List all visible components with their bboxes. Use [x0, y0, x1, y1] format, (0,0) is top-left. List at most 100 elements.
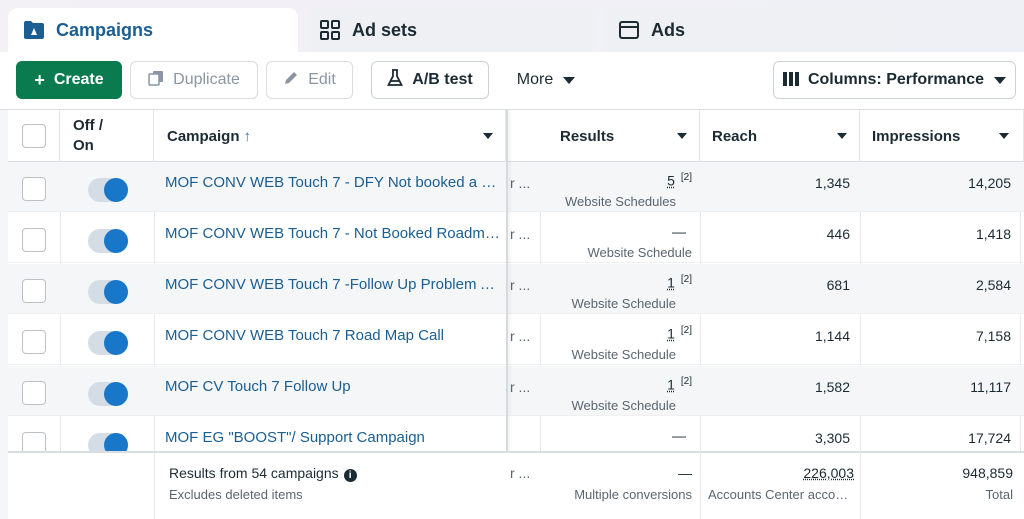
column-divider: [1020, 110, 1021, 519]
columns-icon: [782, 70, 799, 91]
results-type: Website Schedule: [571, 347, 676, 362]
more-label: More: [516, 71, 554, 88]
campaign-folder-icon: [22, 18, 46, 42]
row-checkbox[interactable]: [22, 279, 46, 303]
results-number[interactable]: 5: [667, 172, 675, 189]
summary-impressions: 948,859: [962, 465, 1013, 481]
results-number[interactable]: 1: [667, 274, 675, 291]
tab-campaigns-label: Campaigns: [56, 19, 154, 40]
results-ref: [2]: [680, 274, 692, 285]
create-button[interactable]: + Create: [16, 61, 122, 99]
toggle-knob: [104, 382, 128, 406]
campaign-name-link[interactable]: MOF CV Touch 7 Follow Up: [165, 378, 351, 395]
header-impressions[interactable]: Impressions: [860, 110, 1024, 162]
table-row[interactable]: MOF CV Touch 7 Follow Up r ... 1 [2] Webs…: [8, 366, 1024, 416]
results-value: —: [542, 427, 692, 444]
reach-value: 1,582: [814, 379, 850, 395]
tab-ad-sets-label: Ad sets: [352, 19, 418, 40]
truncated-cell: r ...: [510, 277, 531, 293]
campaign-toggle[interactable]: [88, 280, 128, 304]
header-results[interactable]: Results: [540, 110, 700, 162]
campaign-toggle[interactable]: [88, 382, 128, 406]
table-row[interactable]: MOF CONV WEB Touch 7 -Follow Up Problem …: [8, 264, 1024, 314]
row-checkbox[interactable]: [22, 228, 46, 252]
row-checkbox[interactable]: [22, 330, 46, 354]
campaign-name-link[interactable]: MOF CONV WEB Touch 7 - DFY Not booked a …: [165, 174, 500, 191]
ab-test-button[interactable]: A/B test: [371, 61, 489, 99]
column-divider: [700, 453, 701, 519]
more-button[interactable]: More: [500, 61, 592, 99]
results-type: Website Schedule: [587, 245, 692, 260]
impressions-value: 7,158: [975, 328, 1011, 344]
results-value: 1 [2]: [542, 274, 692, 291]
results-number[interactable]: 1: [667, 376, 675, 393]
truncated-cell: r ...: [510, 465, 531, 481]
edit-button[interactable]: Edit: [266, 61, 353, 99]
reach-value: 3,305: [814, 430, 850, 446]
header-campaign[interactable]: Campaign ↑: [154, 110, 506, 162]
table-header: Off / On Campaign ↑ Results Reach Impres…: [8, 110, 1024, 162]
row-checkbox[interactable]: [22, 381, 46, 405]
tab-ads[interactable]: Ads: [603, 8, 893, 52]
tab-ad-sets[interactable]: Ad sets: [306, 8, 595, 52]
column-divider: [60, 110, 61, 519]
create-label: Create: [53, 71, 104, 88]
chevron-down-icon[interactable]: [999, 133, 1009, 139]
table-row[interactable]: MOF CONV WEB Touch 7 Road Map Call r ...…: [8, 315, 1024, 365]
column-divider: [860, 453, 861, 519]
truncated-cell: r ...: [510, 175, 531, 191]
summary-title: Results from 54 campaigns i: [169, 465, 357, 482]
impressions-value: 1,418: [975, 226, 1011, 242]
chevron-down-icon[interactable]: [483, 133, 493, 139]
impressions-value: 14,205: [968, 175, 1011, 191]
campaign-toggle[interactable]: [88, 229, 128, 253]
table-row[interactable]: MOF CONV WEB Touch 7 - DFY Not booked a …: [8, 162, 1024, 212]
chevron-down-icon[interactable]: [677, 133, 687, 139]
results-type: Website Schedules: [564, 194, 676, 209]
results-ref: [2]: [680, 172, 692, 183]
header-reach[interactable]: Reach: [700, 110, 860, 162]
duplicate-button[interactable]: Duplicate: [130, 61, 258, 99]
toolbar: + Create Duplicate Edit A/B test More Co…: [0, 52, 1024, 110]
info-icon[interactable]: i: [343, 469, 357, 482]
header-results-label: Results: [560, 127, 615, 145]
header-reach-label: Reach: [712, 127, 758, 145]
sort-ascending-icon: ↑: [243, 127, 252, 145]
chevron-down-icon: [563, 76, 576, 84]
tab-campaigns[interactable]: Campaigns: [8, 8, 298, 52]
select-all-checkbox[interactable]: [21, 124, 46, 148]
header-off-on[interactable]: Off / On: [60, 110, 154, 162]
campaign-name-link[interactable]: MOF CONV WEB Touch 7 - Not Booked Roadma…: [165, 225, 500, 242]
campaign-name-link[interactable]: MOF EG "BOOST"/ Support Campaign: [165, 429, 425, 446]
results-number[interactable]: 1: [667, 325, 675, 342]
pencil-icon: [283, 70, 299, 91]
column-divider: [860, 110, 861, 519]
campaign-name-link[interactable]: MOF CONV WEB Touch 7 -Follow Up Problem …: [165, 276, 500, 293]
summary-impressions-type: Total: [985, 487, 1013, 502]
summary-label: Results from 54 campaigns: [169, 465, 339, 481]
chevron-down-icon[interactable]: [837, 133, 847, 139]
results-ref: [2]: [680, 376, 692, 387]
reach-value: 1,144: [814, 328, 850, 344]
edit-label: Edit: [308, 71, 336, 88]
plus-icon: +: [34, 69, 45, 90]
table-row[interactable]: MOF CONV WEB Touch 7 - Not Booked Roadma…: [8, 213, 1024, 263]
toggle-knob: [104, 331, 128, 355]
impressions-value: 17,724: [968, 430, 1011, 446]
reach-value: 446: [826, 226, 850, 242]
results-number: —: [672, 427, 686, 444]
campaign-name-link[interactable]: MOF CONV WEB Touch 7 Road Map Call: [165, 327, 444, 344]
truncated-cell: r ...: [510, 379, 531, 395]
chevron-down-icon: [994, 76, 1007, 84]
top-tab-bar: Campaigns Ad sets Ads: [0, 0, 1024, 52]
frozen-column-divider[interactable]: [506, 110, 508, 519]
columns-button[interactable]: Columns: Performance: [773, 61, 1016, 99]
row-checkbox[interactable]: [22, 177, 46, 201]
column-divider: [154, 110, 155, 519]
campaign-toggle[interactable]: [88, 178, 128, 202]
summary-reach[interactable]: 226,003: [803, 465, 854, 481]
campaign-toggle[interactable]: [88, 331, 128, 355]
results-value: 5 [2]: [542, 172, 692, 189]
toggle-knob: [104, 178, 128, 202]
toggle-knob: [104, 229, 128, 253]
